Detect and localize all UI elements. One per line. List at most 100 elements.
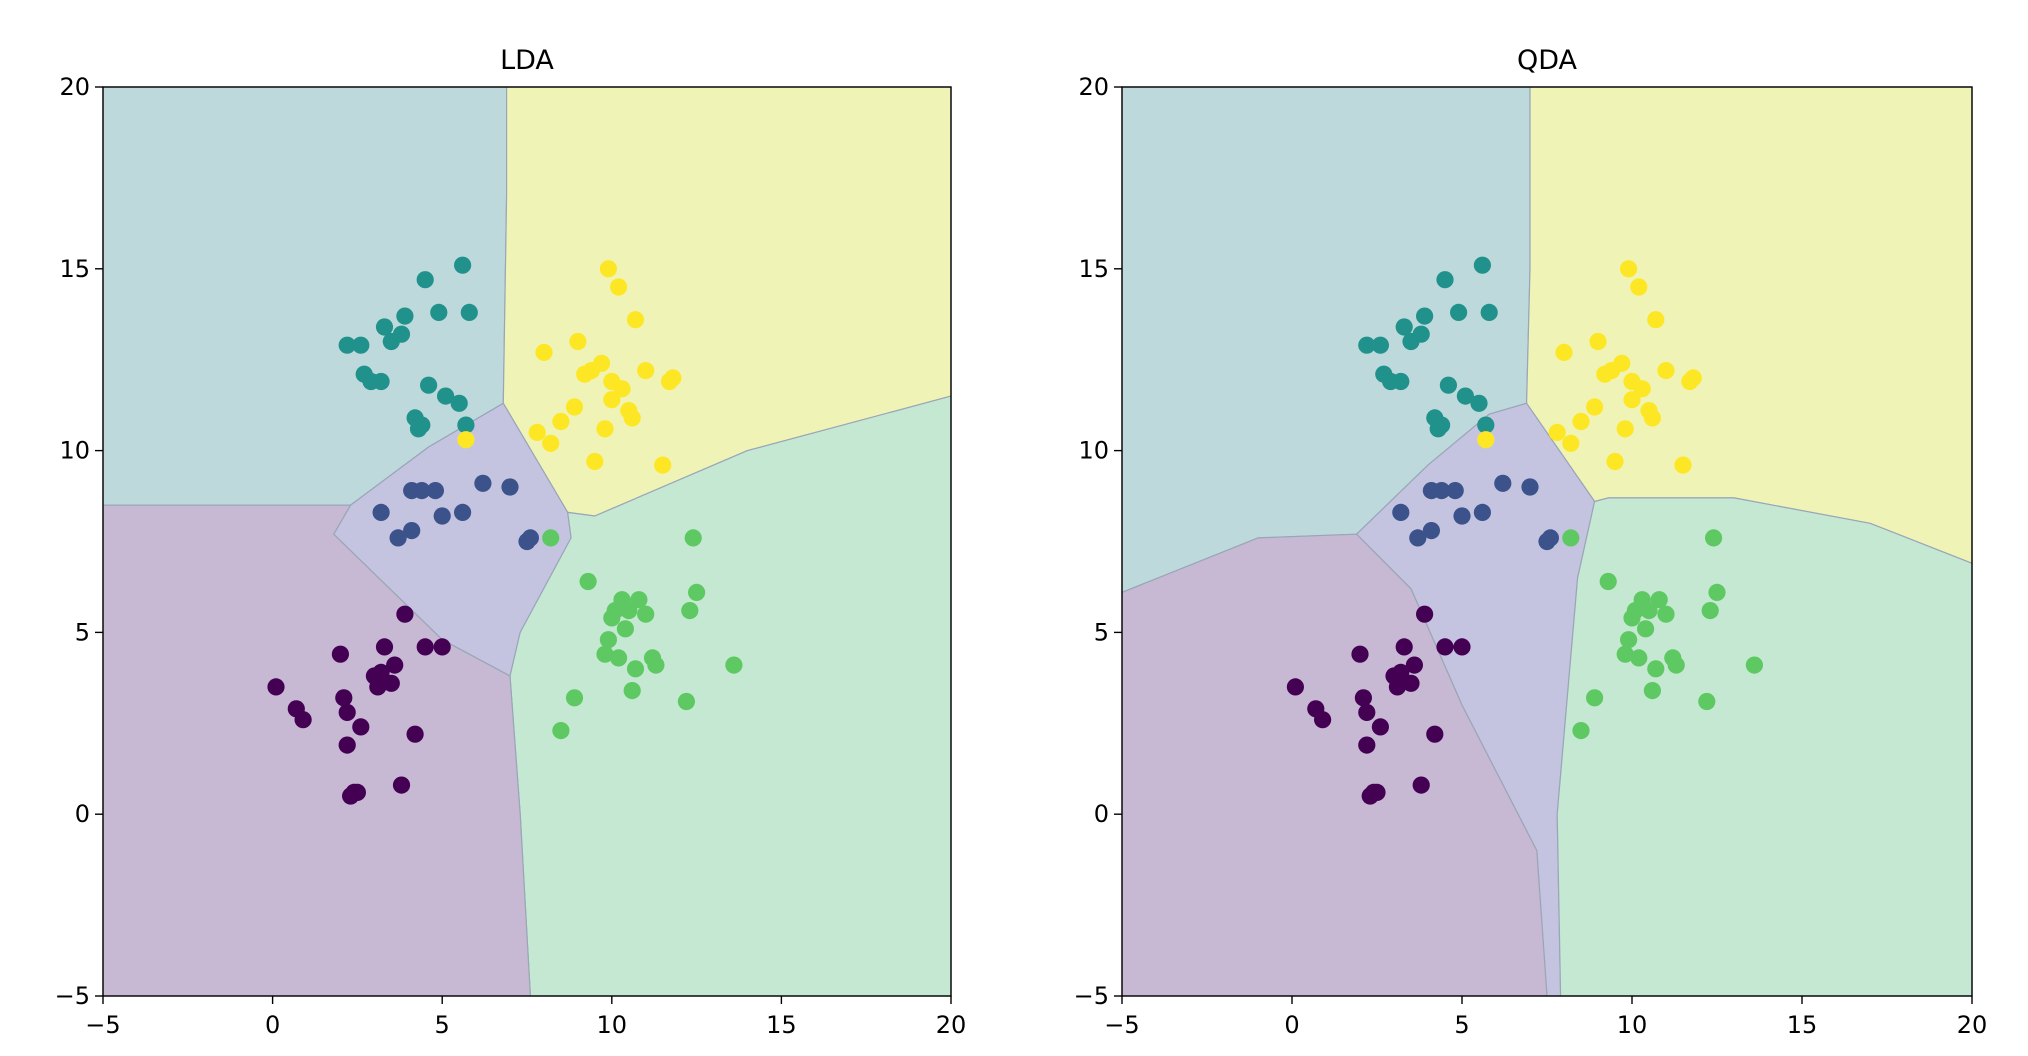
- point-class-2: [1395, 318, 1413, 336]
- point-class-3: [1705, 529, 1723, 547]
- point-class-2: [1358, 336, 1376, 354]
- y-tick-label: 10: [59, 437, 90, 465]
- point-class-3: [565, 689, 584, 707]
- point-class-3: [1616, 645, 1634, 663]
- point-class-0: [1354, 689, 1372, 707]
- point-class-3: [1657, 605, 1675, 623]
- point-class-4: [1674, 456, 1692, 474]
- chart-title-lda: LDA: [500, 45, 554, 76]
- point-class-2: [420, 376, 438, 394]
- x-tick-label: 10: [597, 1011, 628, 1039]
- point-class-4: [1572, 412, 1590, 431]
- point-class-2: [1439, 376, 1457, 394]
- point-class-1: [1521, 478, 1539, 496]
- point-class-3: [1562, 529, 1580, 547]
- x-tick-label: −5: [85, 1011, 120, 1039]
- x-tick-label: 10: [1617, 1011, 1648, 1039]
- point-class-0: [1416, 605, 1434, 623]
- point-class-3: [1586, 689, 1604, 707]
- point-class-0: [369, 678, 387, 696]
- point-class-3: [725, 656, 743, 674]
- point-class-3: [542, 529, 560, 547]
- point-class-4: [552, 412, 570, 431]
- point-class-4: [1589, 332, 1607, 351]
- point-class-2: [1477, 416, 1495, 434]
- point-class-0: [1395, 638, 1413, 656]
- point-class-2: [375, 318, 394, 336]
- point-class-3: [630, 591, 648, 609]
- point-class-1: [474, 474, 492, 492]
- point-class-4: [603, 391, 621, 409]
- point-class-2: [1392, 372, 1410, 391]
- point-class-1: [1541, 529, 1559, 547]
- point-class-4: [599, 260, 618, 278]
- point-class-0: [348, 783, 366, 802]
- point-class-0: [352, 718, 370, 736]
- point-class-0: [1286, 678, 1304, 696]
- point-class-4: [535, 343, 553, 361]
- point-class-2: [1433, 416, 1451, 434]
- scatter-points-lda: [267, 256, 743, 805]
- point-class-0: [406, 725, 424, 743]
- point-class-3: [616, 620, 635, 638]
- y-tick-label: 15: [59, 255, 90, 283]
- point-class-4: [528, 423, 546, 441]
- point-class-1: [1392, 503, 1410, 521]
- axes-frame-lda: [102, 86, 952, 997]
- point-class-3: [637, 605, 655, 623]
- point-class-1: [1446, 482, 1464, 500]
- point-class-1: [1409, 529, 1427, 547]
- point-class-0: [1392, 663, 1410, 682]
- point-class-0: [386, 656, 404, 674]
- point-class-2: [396, 307, 414, 325]
- point-class-4: [623, 409, 641, 427]
- point-class-0: [1371, 718, 1389, 736]
- point-class-3: [1637, 620, 1655, 638]
- point-class-0: [392, 776, 411, 794]
- point-class-0: [1405, 656, 1423, 674]
- point-class-4: [1555, 343, 1573, 361]
- point-class-3: [1667, 656, 1685, 674]
- point-class-3: [1650, 591, 1668, 609]
- axes-frame-qda: [1121, 86, 1973, 997]
- point-class-4: [1620, 260, 1638, 278]
- point-class-2: [338, 336, 356, 354]
- point-class-4: [457, 431, 475, 449]
- point-class-4: [1477, 431, 1495, 449]
- point-class-1: [501, 478, 519, 496]
- point-class-2: [352, 336, 370, 354]
- point-class-4: [1613, 354, 1631, 372]
- point-class-1: [454, 503, 472, 521]
- point-class-3: [599, 631, 618, 649]
- point-class-1: [1473, 503, 1491, 521]
- point-class-4: [1643, 409, 1661, 427]
- point-class-3: [1572, 722, 1590, 740]
- point-class-0: [267, 678, 285, 696]
- point-class-0: [335, 689, 353, 707]
- point-class-3: [684, 529, 702, 547]
- point-class-4: [1586, 398, 1604, 416]
- point-class-0: [1388, 678, 1406, 696]
- point-class-3: [647, 656, 665, 674]
- point-class-4: [637, 362, 655, 380]
- chart-title-qda: QDA: [1517, 45, 1578, 76]
- point-class-4: [586, 452, 604, 471]
- point-class-1: [1453, 507, 1471, 525]
- point-class-3: [1640, 602, 1658, 620]
- point-class-4: [1633, 380, 1651, 398]
- point-class-4: [1657, 362, 1675, 380]
- point-class-0: [1402, 674, 1420, 692]
- point-class-3: [1647, 660, 1665, 678]
- point-class-2: [416, 271, 434, 289]
- point-class-1: [372, 503, 390, 521]
- point-class-1: [433, 507, 451, 525]
- point-class-4: [565, 398, 584, 416]
- x-tick-label: 5: [435, 1011, 450, 1039]
- point-class-3: [610, 649, 628, 667]
- point-class-3: [1708, 583, 1726, 602]
- point-class-4: [1623, 391, 1641, 409]
- x-tick-label: 0: [1284, 1011, 1299, 1039]
- point-class-3: [1701, 602, 1719, 620]
- point-class-2: [1470, 394, 1488, 412]
- point-class-0: [338, 703, 356, 722]
